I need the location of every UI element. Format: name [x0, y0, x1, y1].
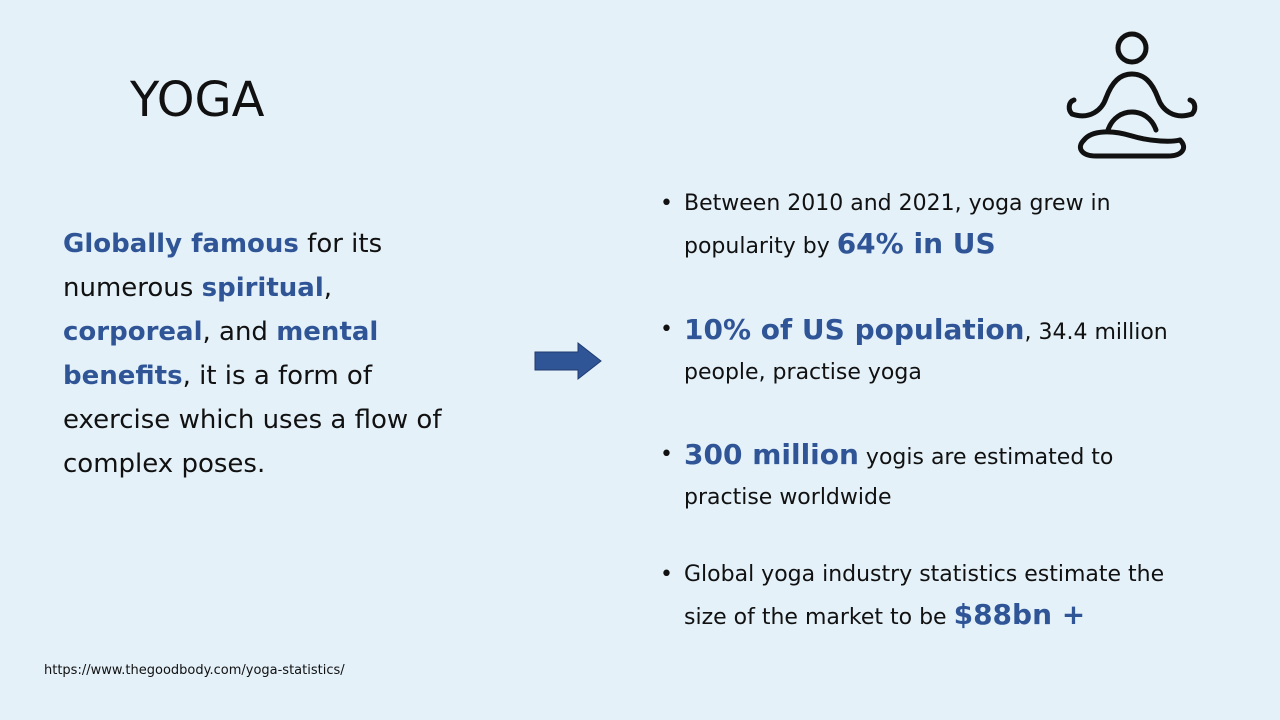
bullet-highlight: 64% in US [836, 227, 996, 260]
bullet-highlight: 300 million [684, 438, 859, 471]
right-arrow-icon [534, 341, 602, 381]
highlight-corporeal: corporeal [63, 317, 203, 347]
source-link[interactable]: https://www.thegoodbody.com/yoga-statist… [44, 663, 345, 678]
highlight-spiritual: spiritual [201, 273, 324, 303]
list-item: • 10% of US population, 34.4 million peo… [660, 310, 1200, 390]
bullet-text-post: , 34.4 million people, practise yoga [684, 320, 1168, 385]
list-item: • 300 million yogis are estimated to pra… [660, 435, 1200, 515]
bullet-text: Between 2010 and 2021, yoga grew in popu… [684, 184, 1184, 267]
bullet-text: Global yoga industry statistics estimate… [684, 555, 1184, 638]
bullet-marker: • [660, 317, 673, 342]
bullet-marker: • [660, 442, 673, 467]
slide-title: YOGA [130, 72, 265, 128]
meditating-person-icon [1066, 31, 1198, 159]
bullet-marker: • [660, 191, 673, 216]
bullet-highlight: $88bn + [953, 598, 1086, 631]
bullet-text: 300 million yogis are estimated to pract… [684, 435, 1184, 518]
bullet-text-pre: Global yoga industry statistics estimate… [684, 562, 1165, 630]
intro-text-1: for its numerous [63, 229, 383, 303]
bullet-text: 10% of US population, 34.4 million peopl… [684, 310, 1184, 393]
bullet-marker: • [660, 562, 673, 587]
highlight-mental-benefits: mental benefits [63, 317, 379, 391]
intro-text-2: , [323, 273, 333, 303]
bullet-highlight: 10% of US population [684, 313, 1025, 346]
list-item: • Between 2010 and 2021, yoga grew in po… [660, 184, 1200, 268]
bullet-text-post: yogis are estimated to practise worldwid… [684, 445, 1114, 510]
intro-text-3: , and [202, 317, 277, 347]
intro-paragraph: Globally famous for its numerous spiritu… [63, 222, 473, 486]
intro-text-4: , it is a form of exercise which uses a … [63, 361, 442, 479]
bullet-text-pre: Between 2010 and 2021, yoga grew in popu… [684, 191, 1111, 259]
highlight-globally-famous: Globally famous [63, 229, 299, 259]
list-item: • Global yoga industry statistics estima… [660, 555, 1200, 641]
